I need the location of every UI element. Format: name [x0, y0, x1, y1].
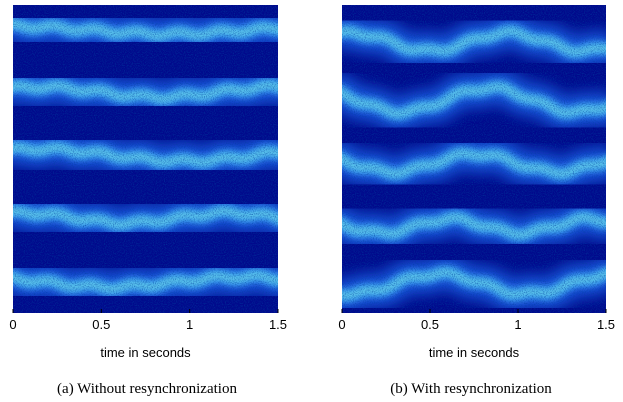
x-tick-label: 1 [186, 317, 193, 332]
heatmap-image [13, 5, 278, 313]
x-tick-label: 1.5 [269, 317, 287, 332]
x-tick-label: 0.5 [92, 317, 110, 332]
x-tick-label: 1 [514, 317, 521, 332]
noise [13, 5, 278, 313]
panel: 0 0.5 1 1.5 time in seconds (a) Without resyn… [9, 5, 287, 397]
x-axis-label: time in seconds [100, 345, 191, 360]
panel: 0 0.5 1 1.5 time in seconds (b) With resynchr… [338, 5, 615, 397]
x-axis-label: time in seconds [429, 345, 520, 360]
noise [342, 5, 606, 313]
x-tick-label: 0.5 [421, 317, 439, 332]
caption: (a) Without resynchronization [57, 381, 237, 397]
caption: (b) With resynchronization [390, 381, 552, 397]
x-tick-label: 0 [9, 317, 16, 332]
x-tick-label: 0 [338, 317, 345, 332]
x-tick-label: 1.5 [597, 317, 615, 332]
heatmap-image [342, 5, 606, 313]
